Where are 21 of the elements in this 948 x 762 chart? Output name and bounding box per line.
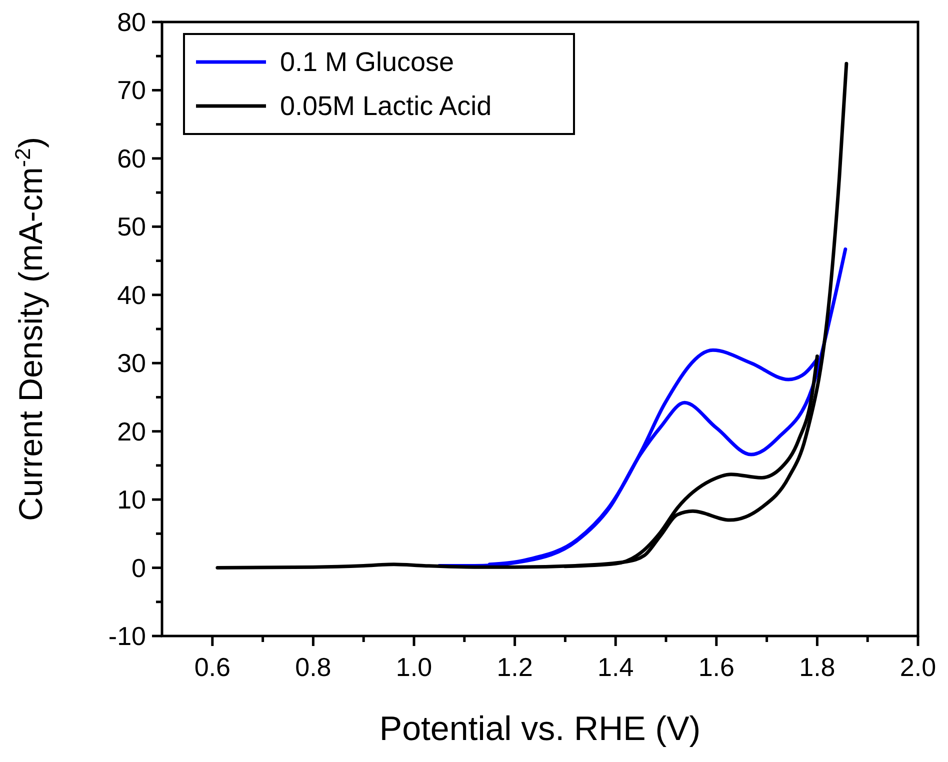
y-tick-label: -10 <box>108 621 146 651</box>
x-tick-label: 1.2 <box>496 652 533 682</box>
x-tick-label: 0.6 <box>194 652 230 682</box>
x-tick-label: 1.4 <box>598 652 634 682</box>
y-tick-label: 20 <box>117 416 146 446</box>
y-tick-label: 60 <box>117 143 146 174</box>
y-tick-label: 0 <box>132 552 146 583</box>
y-tick-label: 40 <box>117 280 146 310</box>
x-tick-label: 1.0 <box>396 652 432 682</box>
x-axis-title: Potential vs. RHE (V) <box>379 710 701 748</box>
legend-label: 0.05M Lactic Acid <box>280 91 492 121</box>
y-tick-label: 10 <box>117 484 146 515</box>
x-tick-label: 0.8 <box>295 652 332 682</box>
y-tick-label: 30 <box>117 348 146 378</box>
y-tick-label: 70 <box>117 75 146 106</box>
x-tick-label: 2.0 <box>900 652 936 682</box>
y-tick-label: 80 <box>117 7 146 37</box>
x-tick-label: 1.8 <box>799 652 836 682</box>
x-tick-label: 1.6 <box>698 652 734 682</box>
y-tick-label: 50 <box>117 212 146 242</box>
legend-label: 0.1 M Glucose <box>280 47 454 77</box>
